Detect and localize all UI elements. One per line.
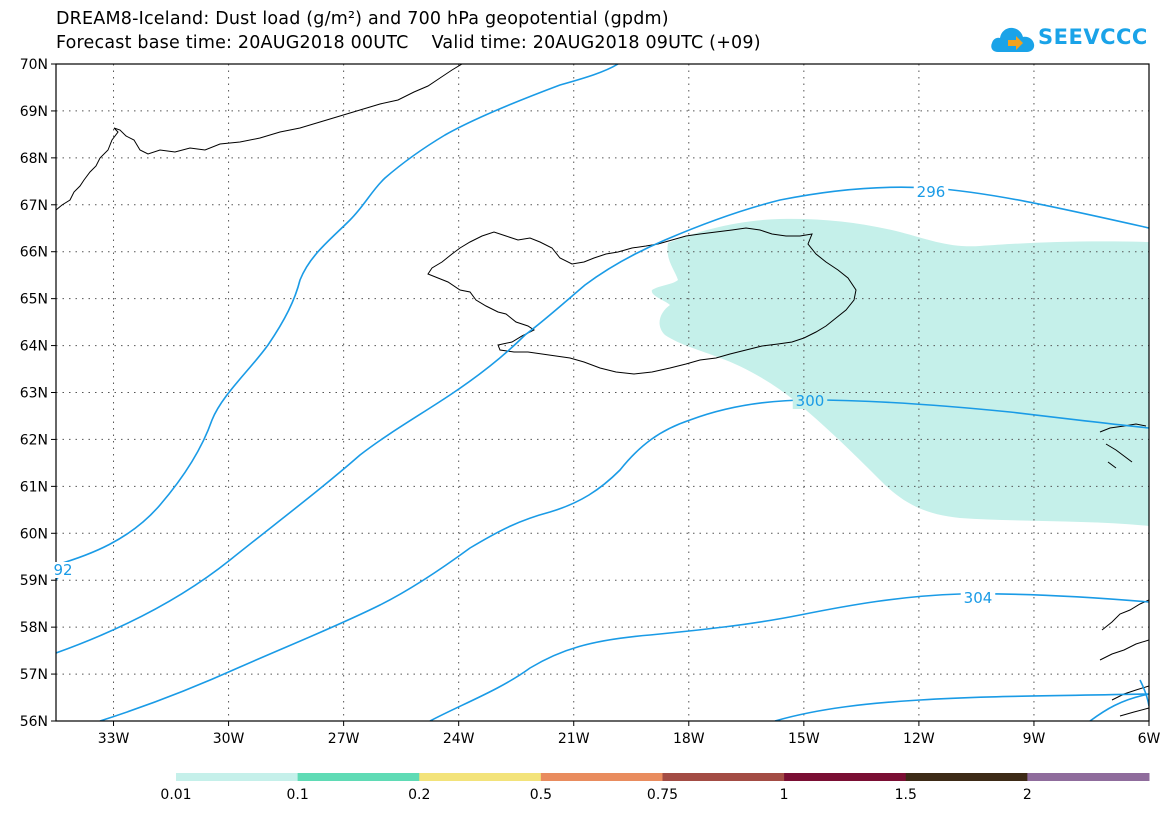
colorbar-label: 0.5 [530,787,552,803]
lon-tick-label: 33W [98,731,130,747]
contour-label-bg [50,562,76,578]
lon-tick-label: 18W [673,731,705,747]
colorbar-label: 1.5 [895,787,917,803]
colorbar-swatch [176,773,299,781]
lat-tick-label: 68N [20,151,48,167]
logo-text: SEEVCCC [1038,25,1148,49]
lon-tick-label: 24W [443,731,475,747]
geopotential-contour [1139,679,1149,707]
lat-tick-label: 66N [20,245,48,261]
lat-tick-label: 63N [20,386,48,402]
contour-label-bg [792,393,828,409]
axis-ticks [51,63,1150,726]
lat-tick-label: 60N [20,526,48,542]
contour-label: 92 [53,561,72,579]
iceland-coast [427,227,857,375]
geopotential-contours [56,64,1149,721]
colorbar-label: 1 [780,787,789,803]
dust-load-area [651,218,1149,526]
contour-label-bg [960,590,996,606]
lon-tick-label: 30W [213,731,245,747]
geopotential-contour [1089,693,1149,721]
lat-tick-label: 57N [20,667,48,683]
geopotential-contour [774,693,1149,721]
colorbar-swatch [1027,773,1150,781]
contour-labels: 92 296 300 304 [50,183,996,607]
colorbar-swatch [419,773,542,781]
geopotential-contour [56,64,619,566]
lon-tick-label: 12W [903,731,935,747]
colorbar-swatch [540,773,663,781]
coastlines [56,64,1149,717]
lon-tick-label: 27W [328,731,360,747]
contour-label: 300 [796,392,825,410]
contour-label-bg [913,184,949,200]
geopotential-contour [56,186,1149,654]
contour-label: 296 [917,183,946,201]
contour-label: 304 [964,589,993,607]
chart-title: DREAM8-Iceland: Dust load (g/m²) and 700… [56,9,669,29]
colorbar-label: 0.1 [286,787,308,803]
dust-region-shape [651,218,1149,526]
lat-tick-label: 59N [20,573,48,589]
geopotential-contour [99,399,1149,721]
greenland-coast [56,64,463,211]
lon-tick-label: 6W [1138,731,1161,747]
lat-tick-label: 56N [20,714,48,730]
chart-subtitle: Forecast base time: 20AUG2018 00UTC Vali… [56,33,761,53]
lat-tick-label: 61N [20,479,48,495]
colorbar-swatch [297,773,420,781]
colorbar-swatch [662,773,785,781]
colorbar-label: 0.2 [408,787,430,803]
scotland-norway-coast [1099,599,1149,717]
lon-tick-label: 21W [558,731,590,747]
lat-tick-label: 62N [20,432,48,448]
colorbar-swatch [905,773,1028,781]
lat-tick-label: 70N [20,57,48,73]
axis-labels: 70N 69N 68N 67N 66N 65N 64N 63N 62N 61N 60N 59N 58N 5… [20,57,1161,747]
colorbar-label: 2 [1023,787,1032,803]
colorbar: 0.01 0.1 0.2 0.5 0.75 1 1.5 2 [160,773,1150,803]
lat-tick-label: 65N [20,292,48,308]
lon-tick-label: 15W [788,731,820,747]
lat-tick-label: 58N [20,620,48,636]
colorbar-label: 0.75 [647,787,678,803]
seevccc-logo: SEEVCCC [990,20,1160,58]
geopotential-contour [429,593,1149,721]
lat-lon-grid [56,64,1149,721]
lon-tick-label: 9W [1023,731,1046,747]
lat-tick-label: 67N [20,198,48,214]
lat-tick-label: 69N [20,104,48,120]
colorbar-label: 0.01 [160,787,191,803]
colorbar-swatch [784,773,907,781]
lat-tick-label: 64N [20,339,48,355]
cloud-arrow-icon [991,27,1035,52]
